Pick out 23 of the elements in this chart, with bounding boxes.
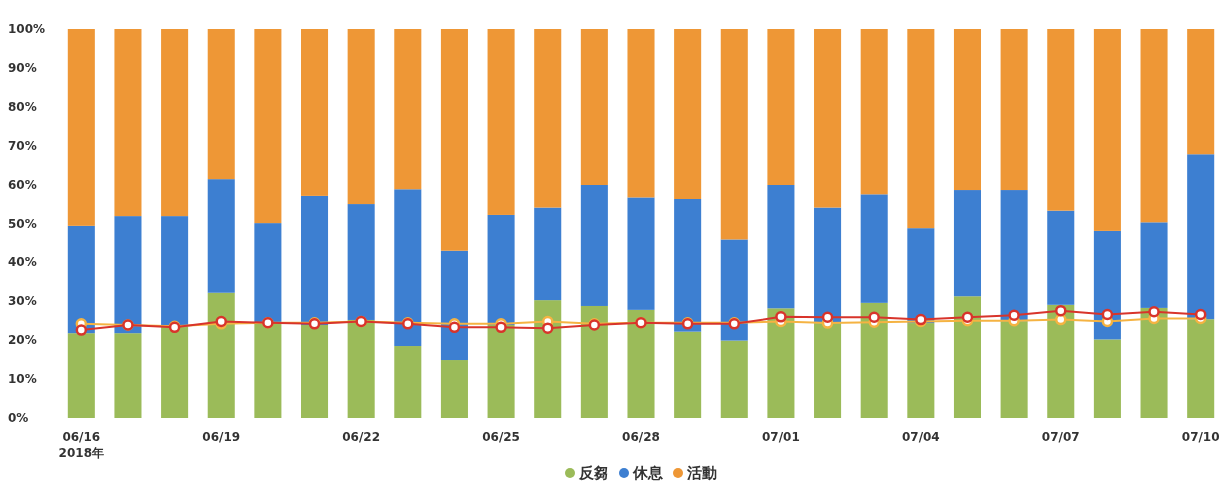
x-tick-label: 07/04 bbox=[901, 430, 940, 444]
y-tick-label: 60% bbox=[8, 177, 37, 192]
x-tick-label: 06/19 bbox=[202, 430, 241, 444]
y-tick-label: 70% bbox=[8, 138, 37, 153]
y-tick-label: 50% bbox=[8, 216, 37, 231]
x-tick-label: 07/10 bbox=[1181, 430, 1220, 444]
y-tick-label: 10% bbox=[8, 372, 37, 387]
x-tick-label: 06/16 2018年 bbox=[58, 430, 105, 460]
x-tick-label: 06/22 bbox=[342, 430, 381, 444]
legend-label: 反芻 bbox=[578, 464, 609, 482]
x-tick-label: 06/25 bbox=[482, 430, 520, 444]
legend-label: 休息 bbox=[632, 464, 664, 482]
y-tick-label: 0% bbox=[8, 411, 29, 425]
y-tick-label: 100% bbox=[8, 22, 46, 36]
y-tick-label: 90% bbox=[8, 60, 37, 75]
x-tick-label: 06/28 bbox=[622, 430, 660, 444]
x-tick-label: 07/01 bbox=[762, 430, 800, 444]
y-tick-label: 40% bbox=[8, 255, 37, 270]
x-tick-label: 07/07 bbox=[1041, 430, 1080, 444]
y-tick-label: 30% bbox=[8, 294, 37, 309]
legend-label: 活動 bbox=[686, 464, 717, 482]
y-tick-label: 80% bbox=[8, 99, 37, 114]
y-tick-label: 20% bbox=[8, 333, 37, 348]
